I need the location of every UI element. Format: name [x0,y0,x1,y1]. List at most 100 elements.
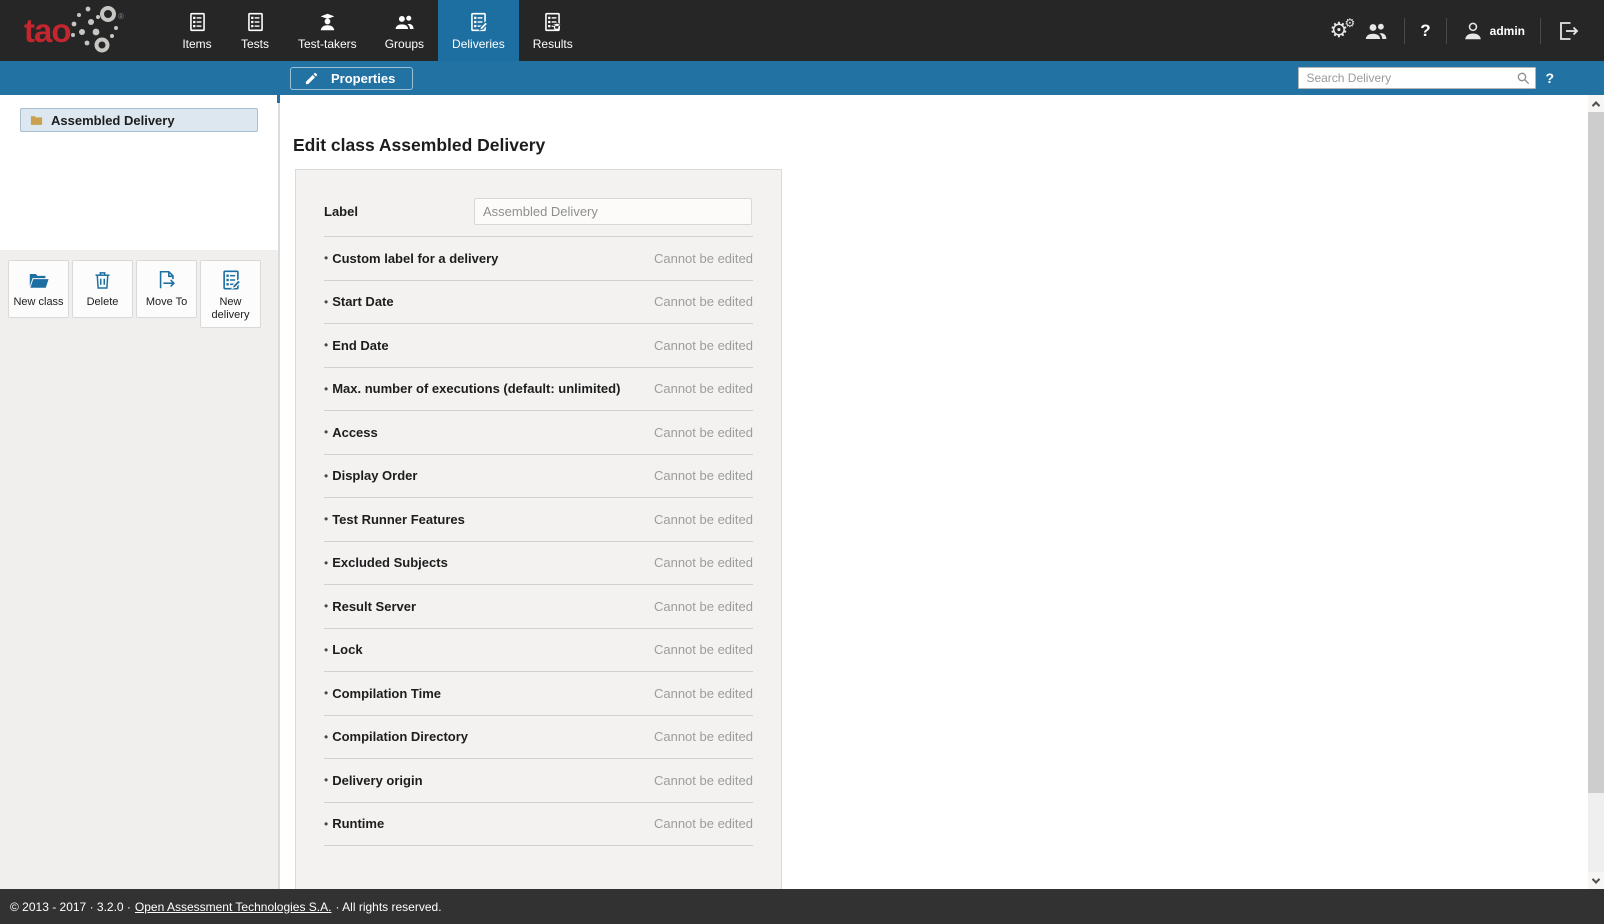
search-area: ? [1298,67,1604,89]
bullet: • [324,512,329,527]
settings-button[interactable]: ⚙ ⚙ [1329,17,1355,42]
sidebar-content-divider [278,95,280,889]
readonly-property-list: • Custom label for a delivery Cannot be e… [324,236,753,846]
scrollbar-thumb[interactable] [1588,112,1604,793]
nav-tab-tests[interactable]: Tests [226,0,284,61]
action-button-label: Delete [86,296,119,308]
chevron-down-icon [1591,874,1601,884]
top-bar: tao ® Items Tests Test-takers [0,0,1604,61]
delivery-clipboard-icon [468,11,489,33]
nav-tab-label: Tests [240,36,269,51]
chevron-up-icon [1591,100,1601,110]
new-class-button[interactable]: New class [8,260,69,318]
search-help-button[interactable]: ? [1545,70,1554,86]
results-clipboard-icon [542,11,563,33]
readonly-note: Cannot be edited [653,468,753,484]
readonly-note: Cannot be edited [653,511,753,527]
tree-node-assembled-delivery[interactable]: Assembled Delivery [20,108,258,132]
move-document-icon [159,270,175,290]
property-row-end-date: • End Date Cannot be edited [324,323,753,367]
tree-action-buttons: New class Delete Move To New delivery [8,260,278,329]
delivery-clipboard-icon [220,269,242,291]
search-input[interactable] [1298,67,1537,89]
tao-logo[interactable]: tao ® [0,0,150,61]
property-row-delivery-origin: • Delivery origin Cannot be edited [324,758,753,802]
bullet: • [324,251,329,266]
sidebar: Assembled Delivery New class Delete Move… [0,95,278,889]
divider-accent [277,95,282,103]
properties-button[interactable]: Properties [290,66,414,90]
user-management-button[interactable] [1363,19,1389,43]
nav-tab-label: Groups [384,36,425,51]
divider [1404,17,1406,44]
nav-tab-label: Test-takers [298,36,357,51]
nav-tab-label: Deliveries [452,36,505,51]
nav-tab-test-takers[interactable]: Test-takers [284,0,371,61]
nav-tab-items[interactable]: Items [168,0,226,61]
edit-class-form: Label •Custom label for a delivery Canno… [295,169,782,889]
property-row-compilation-directory: • Compilation Directory Cannot be edited [324,714,753,759]
bullet: • [324,599,329,614]
bullet: • [324,642,329,657]
readonly-note: Cannot be edited [653,685,753,701]
rights-text: · All rights reserved. [335,899,442,914]
readonly-note: Cannot be edited [653,337,753,353]
property-row-access: • Access Cannot be edited [324,410,753,454]
property-row-lock: • Lock Cannot be edited [324,627,753,672]
delete-button[interactable]: Delete [72,260,133,318]
people-icon [1366,23,1387,39]
admin-account-button[interactable]: admin [1462,20,1525,42]
properties-button-label: Properties [331,70,396,86]
graduate-person-icon [320,13,335,30]
nav-tab-label: Results [532,36,573,51]
readonly-note: Cannot be edited [653,424,753,440]
label-field-row: Label [324,198,753,225]
action-button-label: Move To [145,296,188,308]
folder-open-icon [29,274,49,288]
property-row-display-order: • Display Order Cannot be edited [324,453,753,498]
help-button[interactable]: ? [1420,20,1431,40]
checklist-icon [247,12,263,31]
trash-icon [94,272,111,289]
bullet: • [324,773,329,788]
readonly-note: Cannot be edited [653,598,753,614]
nav-tab-deliveries[interactable]: Deliveries [438,0,519,61]
new-delivery-button[interactable]: New delivery [200,260,261,329]
property-row-start-date: • Start Date Cannot be edited [324,279,753,324]
readonly-note: Cannot be edited [653,729,753,745]
nav-tab-results[interactable]: Results [519,0,587,61]
readonly-note: Cannot be edited [653,772,753,788]
checklist-icon [189,12,205,31]
magnifier-icon[interactable] [1515,70,1531,86]
scroll-down-button[interactable] [1588,872,1604,889]
copyright-text: © 2013 - 2017 · 3.2.0 · [10,899,131,914]
nav-tab-groups[interactable]: Groups [371,0,438,61]
top-bar-right: ⚙ ⚙ ? admin [1329,0,1604,61]
gear-small-icon: ⚙ [1344,15,1356,30]
class-tree: Assembled Delivery [0,95,278,250]
company-link[interactable]: Open Assessment Technologies S.A. [134,899,332,914]
bullet: • [324,381,329,396]
label-input[interactable] [474,198,752,225]
tao-logo-text: tao [24,12,71,49]
property-row-max-executions: • Max. number of executions (default: unl… [324,366,753,411]
gears-icon: ⚙ [1329,18,1349,42]
action-bar: Properties ? [0,61,1604,95]
property-row-test-runner-features: • Test Runner Features Cannot be edited [324,497,753,541]
registered-mark: ® [118,12,124,21]
exit-icon [1560,21,1578,40]
move-to-button[interactable]: Move To [136,260,197,318]
property-row-compilation-time: • Compilation Time Cannot be edited [324,671,753,715]
main-nav: Items Tests Test-takers Groups Deliverie… [168,0,587,61]
bullet: • [324,816,329,831]
property-row-excluded-subjects: • Excluded Subjects Cannot be edited [324,540,753,585]
bullet: • [324,686,329,701]
search-box [1298,67,1537,89]
people-icon [395,15,414,29]
bullet: • [324,294,329,309]
logout-button[interactable] [1556,19,1580,43]
bullet: • [324,555,329,570]
footer: © 2013 - 2017 · 3.2.0 · Open Assessment … [0,889,1604,924]
readonly-note: Cannot be edited [653,381,753,397]
scroll-up-button[interactable] [1588,95,1604,112]
